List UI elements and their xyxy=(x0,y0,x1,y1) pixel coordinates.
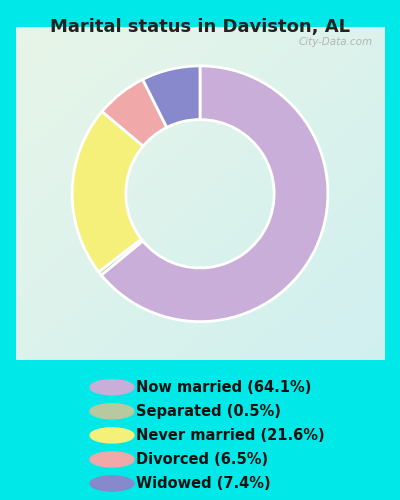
Wedge shape xyxy=(143,66,200,128)
Circle shape xyxy=(90,380,134,395)
Circle shape xyxy=(90,404,134,419)
Wedge shape xyxy=(102,80,167,146)
Wedge shape xyxy=(101,66,328,322)
Circle shape xyxy=(90,428,134,443)
Circle shape xyxy=(90,452,134,467)
Text: Now married (64.1%): Now married (64.1%) xyxy=(136,380,311,395)
Text: City-Data.com: City-Data.com xyxy=(299,38,373,48)
Text: Marital status in Daviston, AL: Marital status in Daviston, AL xyxy=(50,18,350,36)
Text: Divorced (6.5%): Divorced (6.5%) xyxy=(136,452,268,467)
Text: Never married (21.6%): Never married (21.6%) xyxy=(136,428,325,443)
Wedge shape xyxy=(72,112,143,272)
Text: Widowed (7.4%): Widowed (7.4%) xyxy=(136,476,271,491)
Text: Separated (0.5%): Separated (0.5%) xyxy=(136,404,281,419)
Circle shape xyxy=(90,476,134,491)
Wedge shape xyxy=(99,239,143,275)
